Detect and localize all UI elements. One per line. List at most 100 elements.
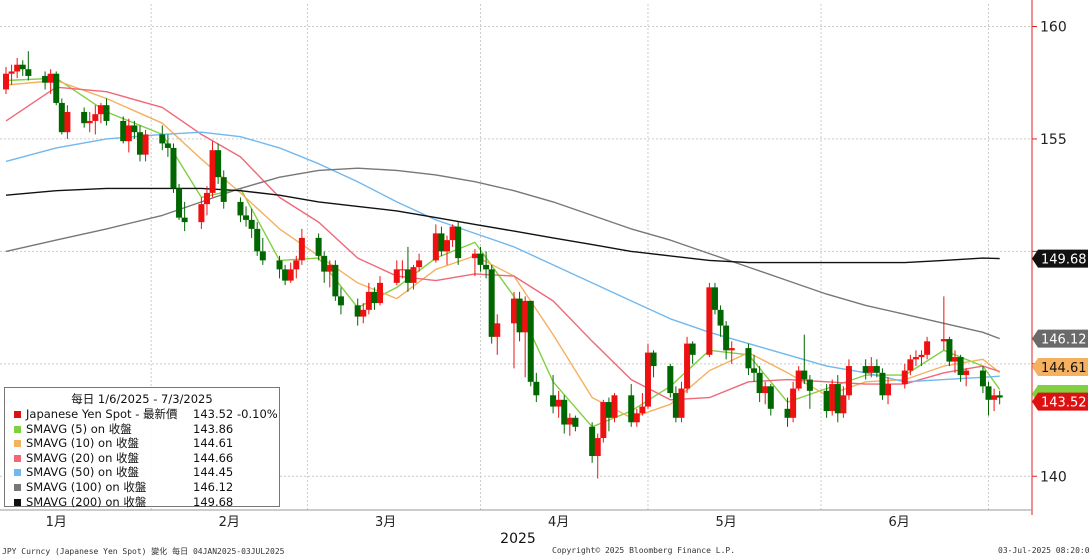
- candle-body: [326, 264, 333, 272]
- candle-body: [840, 395, 847, 414]
- candle-body: [511, 298, 517, 324]
- candle-body: [259, 251, 266, 261]
- candle-body: [354, 305, 361, 317]
- legend-row: SMAVG (5) on 收盤 143.86: [5, 422, 279, 437]
- candle-body: [784, 408, 791, 418]
- y-tick-label: 155: [1040, 132, 1067, 148]
- candle-body: [845, 366, 852, 396]
- candle-body: [756, 372, 763, 394]
- candle-body: [471, 253, 478, 259]
- candle-body: [650, 352, 657, 367]
- candle-body: [672, 393, 679, 418]
- legend-row: SMAVG (10) on 收盤 144.61: [5, 436, 279, 451]
- tag-price-bg: [1032, 392, 1088, 411]
- candle-body: [589, 426, 596, 457]
- candle-body: [276, 260, 283, 270]
- candle-body: [723, 325, 730, 351]
- candle-body: [901, 370, 908, 385]
- tag-sma10-label: 144.61: [1041, 361, 1087, 376]
- candle-body: [298, 237, 305, 261]
- candle-body: [243, 215, 250, 220]
- candle-body: [533, 381, 540, 396]
- candle-body: [717, 309, 724, 326]
- candle-body: [561, 399, 568, 425]
- candle-body: [254, 228, 261, 252]
- candle-body: [924, 341, 931, 355]
- candle-body: [745, 348, 752, 369]
- candle-body: [332, 264, 339, 297]
- candle-body: [873, 366, 880, 373]
- candle-body: [979, 370, 986, 387]
- legend-row: SMAVG (200) on 收盤 149.68: [5, 495, 279, 510]
- legend-swatch: [14, 469, 21, 477]
- legend-swatch: [14, 483, 21, 491]
- candle-body: [237, 201, 244, 216]
- candle-body: [963, 370, 970, 376]
- candle-body: [767, 386, 774, 409]
- candle-body: [47, 73, 54, 83]
- x-month-label: 1月: [46, 515, 67, 530]
- legend-swatch: [14, 411, 21, 418]
- candle-body: [198, 204, 205, 223]
- candle-body: [438, 233, 445, 252]
- tag-sma200-bg: [1032, 249, 1088, 268]
- candle-body: [555, 399, 562, 407]
- candle-body: [25, 69, 32, 76]
- candle-body: [371, 291, 378, 304]
- candle-body: [628, 395, 635, 423]
- candle-body: [399, 269, 406, 271]
- tag-sma100-bg: [1032, 329, 1088, 348]
- candle-body: [522, 300, 529, 333]
- candle-body: [215, 150, 222, 178]
- legend-swatch: [14, 440, 21, 448]
- legend-series-value: 144.61: [193, 436, 234, 451]
- candle-body: [572, 417, 579, 427]
- footer-timestamp: 03-Jul-2025 08:20:07: [998, 546, 1090, 555]
- candle-body: [404, 269, 411, 283]
- candle-body: [142, 134, 149, 155]
- tag-sma200-label: 149.68: [1041, 253, 1087, 268]
- legend-swatch: [14, 425, 21, 433]
- candle-body: [455, 226, 462, 259]
- legend-title: 每日 1/6/2025 - 7/3/2025: [71, 392, 213, 406]
- candle-body: [678, 388, 685, 418]
- candle-body: [92, 114, 99, 121]
- legend-series-value: 146.12: [193, 479, 234, 494]
- x-month-label: 2月: [219, 515, 240, 530]
- legend-series-value: 143.86: [193, 421, 234, 436]
- candle-body: [181, 217, 188, 223]
- candle-body: [444, 240, 451, 252]
- candle-body: [940, 339, 947, 342]
- candle-body: [64, 111, 71, 133]
- legend-series-name: SMAVG (20) on 收盤: [26, 450, 140, 465]
- x-month-label: 6月: [889, 515, 910, 530]
- ma-line-5: [5, 187, 1000, 264]
- footer-source: JPY Curncy (Japanese Yen Spot) 變化 每日 04J…: [2, 547, 285, 556]
- candle-body: [488, 269, 495, 337]
- ma-line-4: [5, 167, 1000, 340]
- candle-body: [952, 357, 959, 362]
- candle-body: [86, 120, 93, 124]
- candle-body: [282, 269, 289, 281]
- candle-body: [644, 352, 651, 407]
- candle-body: [823, 390, 830, 412]
- candle-body: [81, 111, 88, 124]
- candle-body: [3, 73, 9, 90]
- candle-body: [611, 395, 618, 418]
- candle-body: [711, 287, 718, 310]
- candle-body: [667, 366, 674, 394]
- candle-body: [125, 125, 132, 142]
- x-month-label: 3月: [375, 515, 396, 530]
- candle-body: [633, 413, 640, 423]
- candle-body: [203, 192, 210, 205]
- candle-body: [393, 269, 400, 283]
- candle-body: [684, 343, 691, 389]
- tag-sma100-label: 146.12: [1041, 333, 1087, 348]
- candle-body: [248, 219, 255, 229]
- candle-body: [315, 237, 322, 256]
- y-tick-label: 160: [1040, 19, 1067, 35]
- legend-series-name: SMAVG (50) on 收盤: [26, 465, 140, 480]
- candle-body: [103, 105, 110, 121]
- candle-body: [639, 406, 646, 414]
- legend-series-change: -0.10%: [237, 407, 278, 421]
